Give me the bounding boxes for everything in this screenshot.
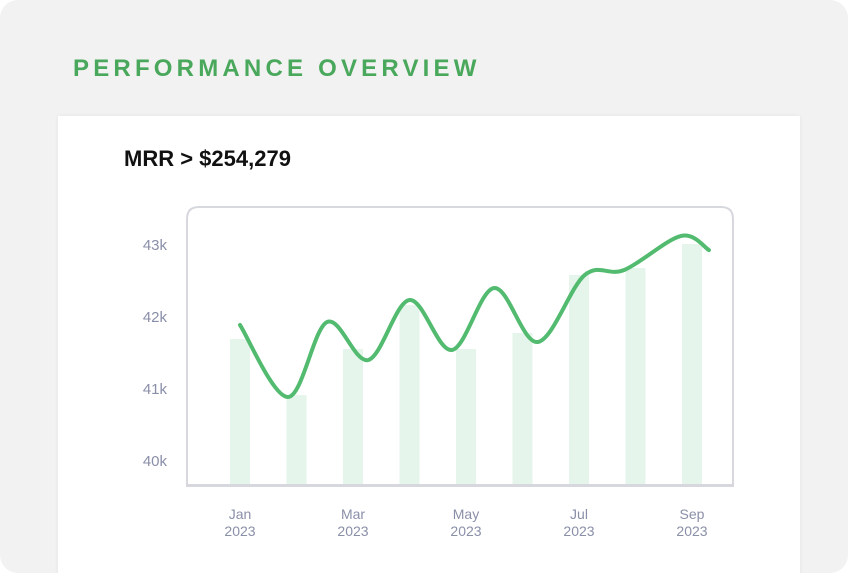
x-tick-label: Jul 2023 (563, 506, 595, 539)
line (238, 233, 711, 400)
bar (625, 268, 646, 486)
y-tick-label: 41k (143, 381, 168, 398)
section-title: PERFORMANCE OVERVIEW (73, 55, 481, 82)
x-tick-label: May 2023 (450, 506, 482, 539)
x-tick-label: Jan 2023 (224, 506, 256, 539)
bar (230, 339, 250, 486)
bar (343, 349, 363, 486)
bar (456, 349, 476, 486)
plot-frame (186, 206, 734, 487)
y-tick-label: 43k (143, 237, 168, 254)
x-tick-label: Sep 2023 (676, 506, 708, 539)
bar (286, 395, 307, 486)
bar (569, 275, 589, 486)
y-tick-label: 40k (143, 453, 168, 470)
card (58, 116, 800, 573)
bar (682, 244, 702, 486)
bar (512, 333, 533, 486)
x-tick-label: Mar 2023 (337, 506, 369, 539)
bar (399, 305, 420, 486)
y-tick-label: 42k (143, 309, 168, 326)
chart-title: MRR > $254,279 (124, 146, 291, 171)
